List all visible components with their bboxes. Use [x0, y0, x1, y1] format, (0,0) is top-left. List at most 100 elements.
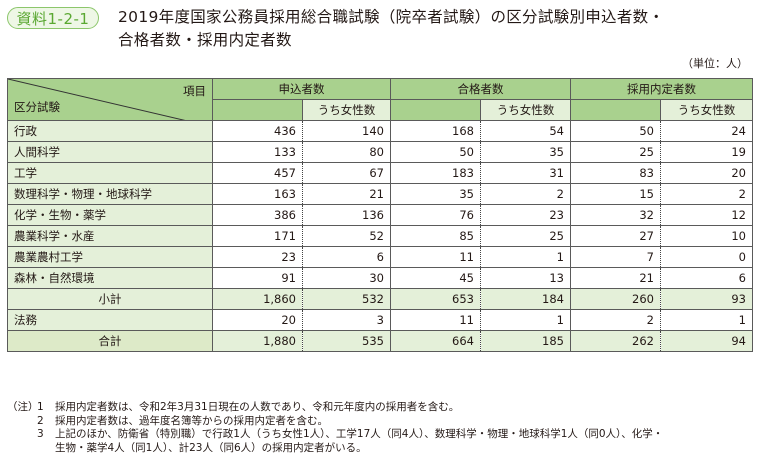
header-offers: 採用内定者数: [570, 78, 753, 100]
table-row: 農業科学・水産 171 52 85 25 27 10: [7, 225, 753, 247]
table-row: 工学 457 67 183 31 83 20: [7, 162, 753, 184]
footnote-prefix: （注）: [7, 401, 39, 413]
table-row: 化学・生物・薬学 386 136 76 23 32 12: [7, 204, 753, 226]
cell-applicants-female: 535: [302, 330, 391, 352]
cell-passed-female: 1: [480, 309, 571, 331]
header-applicants-spacer: [212, 99, 303, 121]
cell-offers: 21: [570, 267, 661, 289]
row-category: 森林・自然環境: [7, 267, 213, 289]
table-row: 森林・自然環境 91 30 45 13 21 6: [7, 267, 753, 289]
cell-offers: 50: [570, 120, 661, 142]
row-category: 化学・生物・薬学: [7, 204, 213, 226]
figure-number-badge: 資料1-2-1: [7, 7, 99, 29]
cell-applicants-female: 30: [302, 267, 391, 289]
header-passed-spacer: [390, 99, 481, 121]
row-category: 工学: [7, 162, 213, 184]
table-row: 農業農村工学 23 6 11 1 7 0: [7, 246, 753, 268]
unit-label: （単位：人）: [682, 57, 748, 70]
cell-applicants: 23: [212, 246, 303, 268]
header-offers-spacer: [570, 99, 661, 121]
cell-applicants-female: 6: [302, 246, 391, 268]
footnote-number: 1: [37, 401, 44, 413]
cell-applicants: 91: [212, 267, 303, 289]
cell-applicants-female: 67: [302, 162, 391, 184]
row-category: 農業科学・水産: [7, 225, 213, 247]
corner-category-label: 区分試験: [14, 100, 60, 114]
cell-applicants: 1,880: [212, 330, 303, 352]
cell-applicants: 133: [212, 141, 303, 163]
cell-offers-female: 19: [660, 141, 753, 163]
footnote-item: 3 上記のほか、防衛省（特別職）で行政1人（うち女性1人）、工学17人（同4人）…: [7, 428, 663, 455]
page-title: 2019年度国家公務員採用総合職試験（院卒者試験）の区分試験別申込者数・ 合格者…: [118, 6, 758, 52]
cell-passed: 50: [390, 141, 481, 163]
header-applicants: 申込者数: [212, 78, 391, 100]
cell-passed: 168: [390, 120, 481, 142]
cell-offers: 7: [570, 246, 661, 268]
cell-offers-female: 93: [660, 288, 753, 310]
corner-header-cell: 項目 区分試験: [7, 78, 213, 121]
cell-offers: 83: [570, 162, 661, 184]
footnotes: （注） 1 採用内定者数は、令和2年3月31日現在の人数であり、令和元年度内の採…: [7, 401, 663, 455]
header-passed: 合格者数: [390, 78, 571, 100]
cell-passed-female: 1: [480, 246, 571, 268]
cell-applicants: 163: [212, 183, 303, 205]
cell-passed-female: 25: [480, 225, 571, 247]
cell-offers: 25: [570, 141, 661, 163]
table-row: 法務 20 3 11 1 2 1: [7, 309, 753, 331]
exam-statistics-table: 項目 区分試験 申込者数 合格者数 採用内定者数 うち女性数 うち女性数 うち女…: [7, 78, 753, 352]
cell-applicants-female: 532: [302, 288, 391, 310]
cell-offers-female: 12: [660, 204, 753, 226]
cell-offers: 32: [570, 204, 661, 226]
footnote-text: 採用内定者数は、過年度名簿等からの採用内定者を含む。: [55, 414, 328, 427]
header-offers-female: うち女性数: [660, 99, 753, 121]
cell-offers-female: 24: [660, 120, 753, 142]
cell-passed: 76: [390, 204, 481, 226]
cell-offers: 2: [570, 309, 661, 331]
footnote-number: 2: [37, 414, 44, 427]
cell-passed: 653: [390, 288, 481, 310]
subtotal-row: 小計 1,860 532 653 184 260 93: [7, 288, 753, 310]
row-category: 人間科学: [7, 141, 213, 163]
cell-passed-female: 23: [480, 204, 571, 226]
cell-offers: 260: [570, 288, 661, 310]
diagonal-line: [8, 79, 184, 120]
cell-passed-female: 184: [480, 288, 571, 310]
footnote-item: 2 採用内定者数は、過年度名簿等からの採用内定者を含む。: [7, 415, 663, 429]
cell-applicants: 436: [212, 120, 303, 142]
cell-passed-female: 31: [480, 162, 571, 184]
footnote-number: 3: [37, 428, 44, 440]
table-row: 行政 436 140 168 54 50 24: [7, 120, 753, 142]
corner-item-label: 項目: [183, 84, 206, 98]
cell-applicants: 386: [212, 204, 303, 226]
cell-passed-female: 13: [480, 267, 571, 289]
footnote-item: （注） 1 採用内定者数は、令和2年3月31日現在の人数であり、令和元年度内の採…: [7, 401, 663, 415]
cell-passed: 183: [390, 162, 481, 184]
row-category: 合計: [7, 330, 213, 352]
cell-offers: 27: [570, 225, 661, 247]
cell-offers: 15: [570, 183, 661, 205]
cell-applicants-female: 21: [302, 183, 391, 205]
title-line-2: 合格者数・採用内定者数: [118, 31, 292, 49]
total-row: 合計 1,880 535 664 185 262 94: [7, 330, 753, 352]
cell-applicants: 171: [212, 225, 303, 247]
cell-offers: 262: [570, 330, 661, 352]
row-category: 法務: [7, 309, 213, 331]
cell-applicants: 20: [212, 309, 303, 331]
cell-offers-female: 10: [660, 225, 753, 247]
header-row-2: うち女性数 うち女性数 うち女性数: [8, 99, 753, 121]
row-category: 数理科学・物理・地球科学: [7, 183, 213, 205]
cell-offers-female: 0: [660, 246, 753, 268]
cell-applicants: 457: [212, 162, 303, 184]
cell-applicants-female: 80: [302, 141, 391, 163]
header-passed-female: うち女性数: [480, 99, 571, 121]
cell-offers-female: 6: [660, 267, 753, 289]
cell-passed: 45: [390, 267, 481, 289]
cell-passed-female: 54: [480, 120, 571, 142]
cell-passed: 11: [390, 309, 481, 331]
cell-applicants: 1,860: [212, 288, 303, 310]
cell-passed: 35: [390, 183, 481, 205]
cell-passed-female: 35: [480, 141, 571, 163]
footnote-text: 採用内定者数は、令和2年3月31日現在の人数であり、令和元年度内の採用者を含む。: [55, 401, 460, 413]
footnote-prefix-spacer: [7, 415, 37, 429]
cell-passed: 664: [390, 330, 481, 352]
